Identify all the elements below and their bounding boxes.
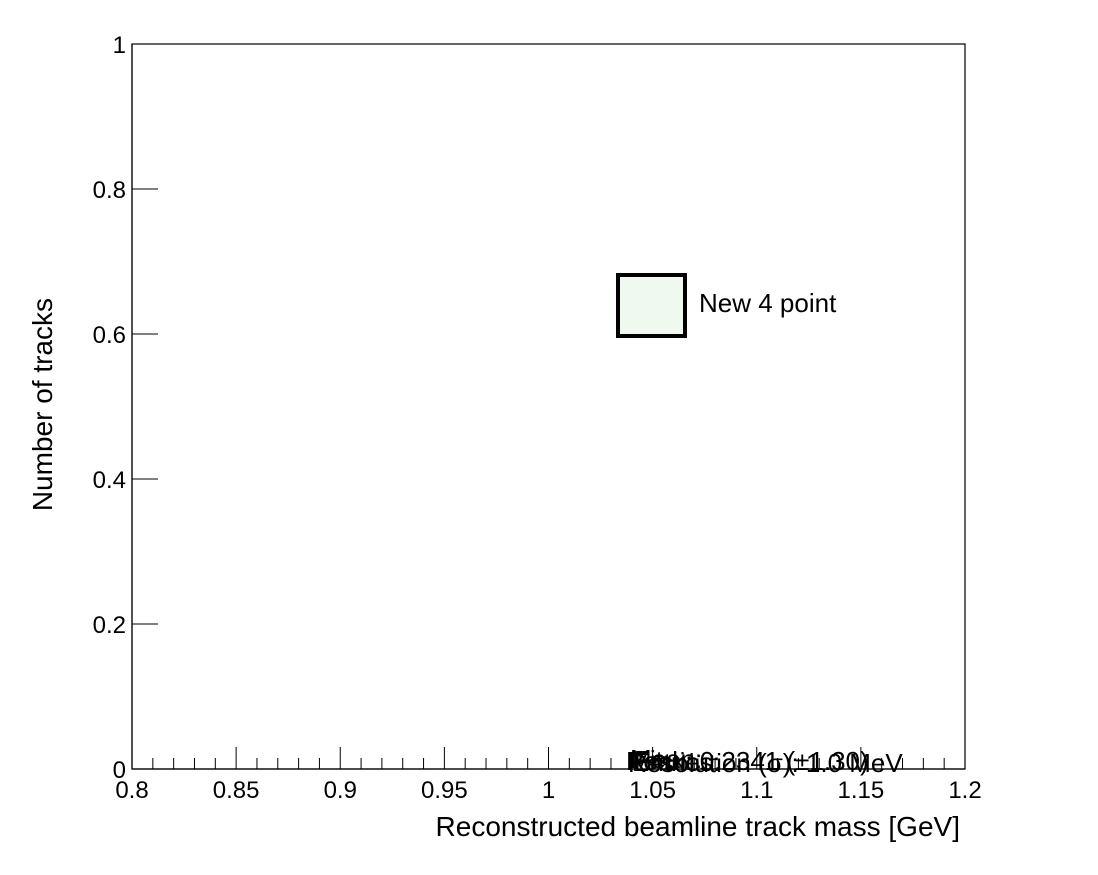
- x-tick-label: 0.95: [421, 777, 468, 804]
- legend-label: New 4 point: [699, 288, 837, 318]
- legend: New 4 point: [616, 273, 837, 338]
- x-axis: 0.8 0.85 0.9 0.95 1 1.05 1.1 1.15 1.2: [115, 747, 982, 804]
- annotation-1: Resolution (σ): 1.0 MeV: [628, 748, 903, 778]
- y-tick-label: 0.6: [93, 322, 126, 349]
- x-tick-label: 1.1: [740, 777, 773, 804]
- x-tick-label: 1.15: [838, 777, 885, 804]
- y-tick-label: 0.4: [93, 467, 126, 494]
- x-tick-label: 1.05: [629, 777, 676, 804]
- x-tick-label: 1.2: [948, 777, 981, 804]
- y-tick-label: 0.2: [93, 612, 126, 639]
- overlapping-annotations: Peak: 0.2341 (±1.30) Resolution (σ): 1.0…: [626, 744, 903, 778]
- x-tick-label: 0.8: [115, 777, 148, 804]
- y-tick-label: 0.8: [93, 177, 126, 204]
- annotation-3: Entries:: [632, 747, 720, 777]
- y-axis: 0 0.2 0.4 0.6 0.8 1: [93, 32, 158, 784]
- x-tick-label: 0.9: [324, 777, 357, 804]
- x-tick-label: 0.85: [213, 777, 260, 804]
- plot-frame: [131, 43, 966, 770]
- x-tick-label: 1: [542, 777, 555, 804]
- annotation-2: Mean:: [630, 744, 702, 774]
- annotation-4: Fit:: [634, 745, 670, 775]
- y-axis-title: Number of tracks: [27, 298, 58, 511]
- x-axis-title: Reconstructed beamline track mass [GeV]: [436, 811, 960, 842]
- y-tick-label: 1: [113, 32, 126, 59]
- annotation-0: Peak: 0.2341 (±1.30): [626, 746, 869, 776]
- y-tick-label: 0: [113, 757, 126, 784]
- legend-swatch: [616, 273, 687, 338]
